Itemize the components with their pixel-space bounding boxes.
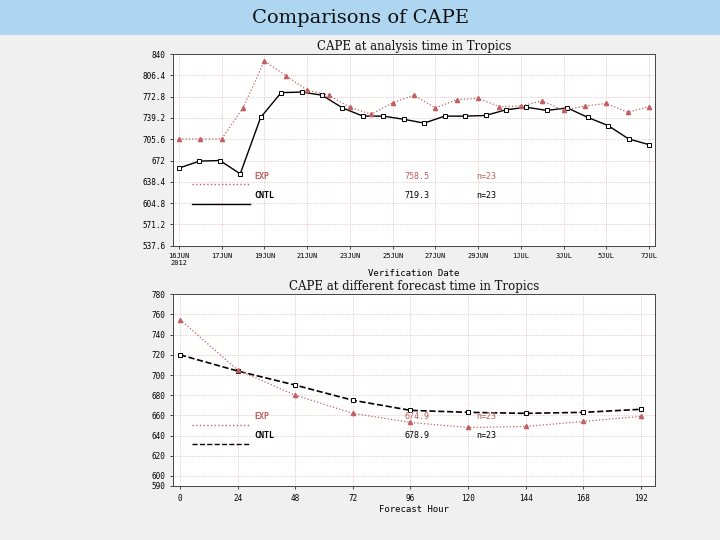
Text: 674.9: 674.9	[405, 412, 429, 421]
Text: 758.5: 758.5	[405, 172, 429, 180]
Text: EXP: EXP	[255, 172, 270, 180]
Text: 719.3: 719.3	[405, 191, 429, 200]
Text: n=23: n=23	[477, 191, 497, 200]
Title: CAPE at different forecast time in Tropics: CAPE at different forecast time in Tropi…	[289, 280, 539, 293]
Text: n=23: n=23	[477, 172, 497, 180]
Text: EXP: EXP	[255, 412, 270, 421]
X-axis label: Forecast Hour: Forecast Hour	[379, 505, 449, 515]
Text: Comparisons of CAPE: Comparisons of CAPE	[251, 9, 469, 26]
Text: n=23: n=23	[477, 431, 497, 440]
Text: CNTL: CNTL	[255, 191, 275, 200]
Title: CAPE at analysis time in Tropics: CAPE at analysis time in Tropics	[317, 40, 511, 53]
Text: CNTL: CNTL	[255, 431, 275, 440]
Text: 678.9: 678.9	[405, 431, 429, 440]
X-axis label: Verification Date: Verification Date	[369, 269, 459, 278]
Text: n=23: n=23	[477, 412, 497, 421]
